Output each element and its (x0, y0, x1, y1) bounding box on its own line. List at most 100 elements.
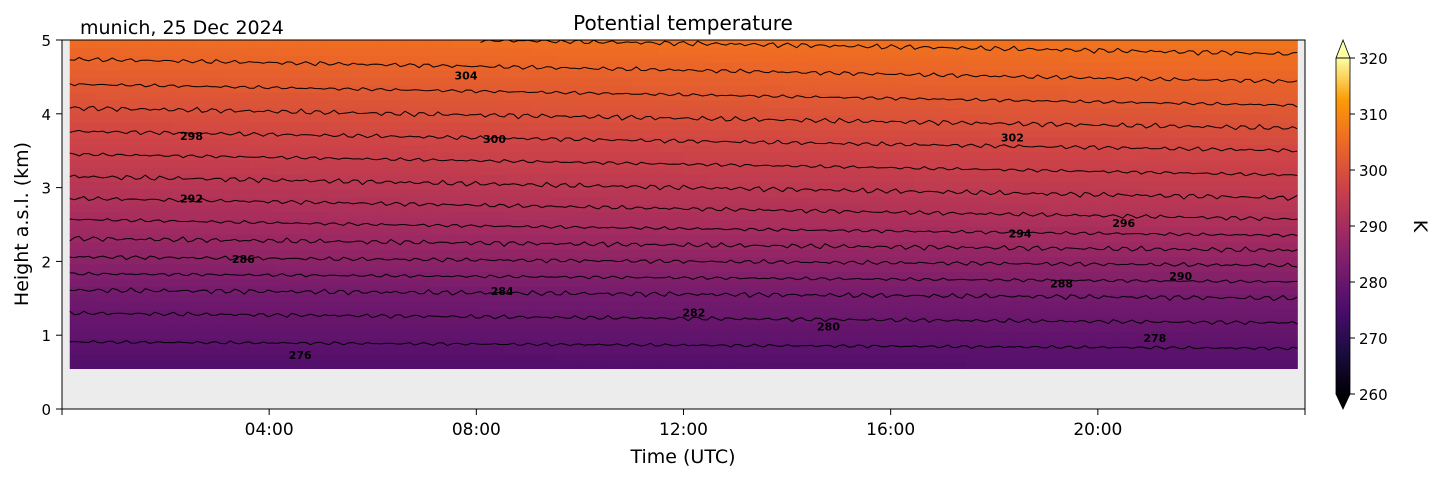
heatmap-cell (299, 84, 327, 93)
heatmap-cell (325, 40, 352, 49)
heatmap-cell (1194, 331, 1222, 340)
heatmap-cell (811, 353, 838, 362)
heatmap-cell (811, 308, 838, 317)
heatmap-cell (453, 189, 480, 198)
heatmap-cell (120, 159, 148, 168)
heatmap-cell (376, 338, 403, 347)
heatmap-cell (1194, 151, 1222, 161)
heatmap-cell (1246, 353, 1273, 362)
heatmap-cell (376, 219, 403, 228)
heatmap-cell (299, 234, 327, 243)
heatmap-cell (120, 308, 148, 317)
heatmap-cell (1169, 166, 1196, 175)
heatmap-cell (734, 308, 761, 317)
contour-label-294: 294 (1009, 227, 1032, 240)
heatmap-cell (964, 196, 991, 205)
heatmap-cell (1271, 204, 1298, 213)
heatmap-cell (172, 40, 199, 49)
heatmap-cell (325, 353, 352, 362)
heatmap-cell (709, 189, 736, 198)
heatmap-cell (69, 234, 96, 243)
heatmap-cell (120, 196, 148, 205)
heatmap-cell (811, 323, 838, 332)
heatmap-cell (248, 144, 275, 153)
heatmap-cell (581, 196, 608, 205)
heatmap-cell (811, 346, 838, 355)
heatmap-cell (69, 159, 96, 168)
heatmap-cell (606, 40, 633, 49)
heatmap-cell (478, 301, 506, 310)
heatmap-cell (325, 166, 352, 175)
heatmap-cell (1118, 278, 1145, 287)
heatmap-cell (1194, 92, 1222, 101)
heatmap-cell (248, 62, 275, 71)
heatmap-cell (785, 211, 812, 220)
heatmap-cell (632, 248, 659, 258)
heatmap-cell (1169, 62, 1196, 71)
heatmap-cell (734, 84, 761, 93)
heatmap-cell (683, 47, 710, 56)
colorbar-tick-label: 260 (1359, 386, 1388, 404)
heatmap-cell (197, 62, 224, 71)
heatmap-cell (1271, 114, 1298, 123)
heatmap-cell (248, 316, 275, 325)
heatmap-cell (1015, 181, 1043, 190)
heatmap-cell (530, 308, 557, 317)
heatmap-cell (581, 114, 608, 123)
heatmap-cell (402, 40, 429, 49)
heatmap-cell (1194, 189, 1222, 198)
heatmap-cell (785, 107, 812, 116)
heatmap-cell (351, 226, 378, 235)
heatmap-cell (1092, 40, 1119, 49)
heatmap-cell (1271, 84, 1298, 93)
heatmap-cell (504, 263, 531, 272)
heatmap-cell (69, 137, 96, 146)
heatmap-cell (504, 211, 531, 220)
heatmap-cell (709, 92, 736, 101)
heatmap-cell (939, 293, 966, 302)
heatmap-cell (248, 54, 275, 63)
heatmap-cell (1067, 181, 1094, 190)
heatmap-cell (274, 323, 301, 332)
heatmap-cell (95, 92, 122, 101)
heatmap-cell (95, 144, 122, 153)
heatmap-cell (504, 286, 531, 295)
heatmap-cell (1169, 263, 1196, 272)
heatmap-cell (964, 144, 991, 153)
heatmap-cell (1271, 129, 1298, 138)
heatmap-cell (453, 248, 480, 258)
heatmap-cell (325, 316, 352, 325)
heatmap-cell (1092, 181, 1119, 190)
heatmap-cell (632, 129, 659, 138)
heatmap-cell (504, 346, 531, 355)
heatmap-cell (862, 196, 889, 205)
heatmap-cell (453, 331, 480, 340)
heatmap-cell (453, 166, 480, 175)
heatmap-cell (478, 99, 506, 108)
heatmap-cell (1271, 308, 1298, 317)
heatmap-cell (785, 159, 812, 168)
heatmap-cell (939, 241, 966, 250)
heatmap-cell (376, 234, 403, 243)
heatmap-cell (299, 226, 327, 235)
heatmap-cell (836, 323, 864, 332)
heatmap-cell (530, 323, 557, 332)
heatmap-cell (351, 316, 378, 325)
colorbar-tick-label: 290 (1359, 218, 1388, 236)
heatmap-cell (836, 144, 864, 153)
heatmap-cell (606, 338, 633, 347)
heatmap-cell (606, 196, 633, 205)
heatmap-cell (581, 226, 608, 235)
heatmap-cell (888, 114, 915, 123)
heatmap-cell (325, 181, 352, 190)
heatmap-cell (1118, 196, 1145, 205)
heatmap-cell (1143, 54, 1170, 63)
heatmap-cell (351, 166, 378, 175)
heatmap-cell (120, 114, 148, 123)
heatmap-cell (836, 196, 864, 205)
heatmap-cell (836, 338, 864, 347)
heatmap-cell (1169, 40, 1196, 49)
heatmap-cell (1143, 241, 1170, 250)
heatmap-cell (274, 226, 301, 235)
heatmap-cell (530, 54, 557, 63)
